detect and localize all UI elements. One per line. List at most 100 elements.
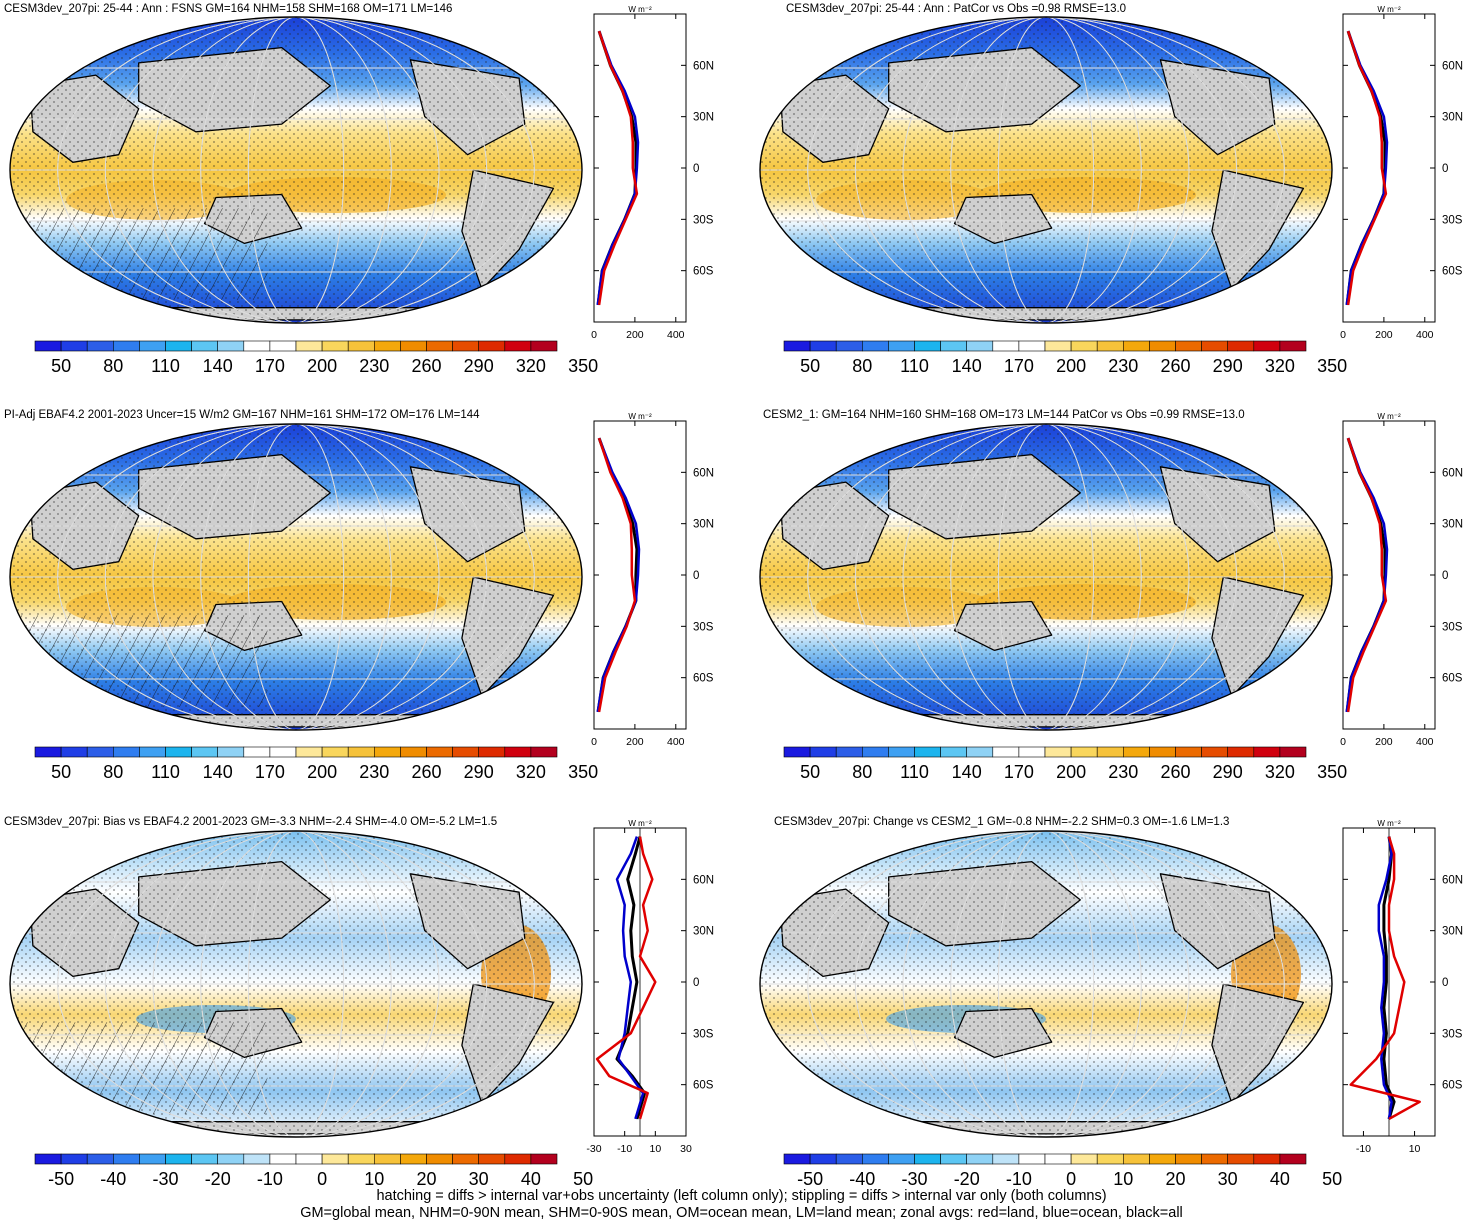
lat-label: 60S — [1442, 1080, 1463, 1092]
colorbar-label: 50 — [51, 356, 71, 376]
x-tick-label: 200 — [1375, 329, 1393, 341]
colorbar-1: 50 80 110 140 170 200 230 260 290 320 350 — [34, 340, 598, 376]
meridian — [200, 424, 392, 730]
colorbar-label: 260 — [1160, 356, 1190, 376]
colorbar-box — [34, 340, 62, 352]
colorbar-box — [1096, 746, 1124, 758]
zonal-panel-2: W m⁻² 60N 30N 0 30S 60S 0 200 400 — [1340, 5, 1463, 341]
zonal-line-land — [1346, 30, 1388, 306]
colorbar-box — [165, 746, 192, 758]
panel-title-6: CESM3dev_207pi: Change vs CESM2_1 GM=-0.… — [774, 816, 1230, 828]
panel-title-4: CESM2_1: GM=164 NHM=160 SHM=168 OM=173 L… — [763, 409, 1245, 421]
map-1 — [10, 17, 582, 323]
colorbar-label: 170 — [1004, 356, 1034, 376]
lat-label: 60N — [1442, 60, 1463, 72]
colorbar-box — [861, 1153, 889, 1165]
colorbar-box — [452, 1153, 480, 1165]
zonal-line-land — [597, 30, 639, 306]
meridian — [950, 424, 1142, 730]
colorbar-box — [914, 746, 941, 758]
colorbar-box — [1096, 340, 1124, 352]
lat-label: 0 — [1442, 163, 1448, 175]
colorbar-box — [373, 1153, 401, 1165]
colorbar-box — [34, 746, 62, 758]
lat-label: 60N — [693, 60, 714, 72]
colorbar-box — [86, 1153, 114, 1165]
zonal-units: W m⁻² — [628, 819, 652, 828]
colorbar-label: -40 — [100, 1169, 126, 1189]
colorbar-box — [992, 746, 1020, 758]
colorbar-box — [940, 746, 967, 758]
colorbar-box — [914, 340, 941, 352]
colorbar-box — [478, 340, 506, 352]
colorbar-box — [295, 340, 323, 352]
footer-line-2: GM=global mean, NHM=0-90N mean, SHM=0-90… — [300, 1205, 1183, 1221]
map-4 — [760, 424, 1332, 730]
colorbar-label: 320 — [516, 762, 546, 782]
colorbar-box — [809, 340, 837, 352]
colorbar-box — [113, 746, 140, 758]
colorbar-label: 350 — [1317, 762, 1347, 782]
colorbar-box — [1044, 340, 1072, 352]
colorbar-box — [217, 746, 245, 758]
zonal-units: W m⁻² — [628, 5, 652, 14]
colorbar-label: 0 — [317, 1169, 327, 1189]
colorbar-box — [1201, 340, 1228, 352]
zonal-line-ocean — [1345, 437, 1389, 713]
colorbar-box — [1227, 746, 1255, 758]
meridian — [200, 17, 392, 323]
panel-title-2: CESM3dev_207pi: 25-44 : Ann : PatCor vs … — [786, 3, 1127, 15]
x-tick-label: 0 — [591, 736, 597, 748]
zonal-panel-6: W m⁻² 60N 30N 0 30S 60S -10 10 — [1342, 819, 1463, 1155]
meridian — [200, 831, 392, 1137]
map-border — [9, 830, 583, 1138]
colorbar-box — [347, 340, 375, 352]
colorbar-label: 110 — [151, 762, 180, 782]
colorbar-label: 230 — [1108, 356, 1138, 376]
colorbar-box — [1201, 746, 1228, 758]
colorbar-box — [1044, 1153, 1072, 1165]
lat-label: 30N — [1442, 926, 1463, 938]
colorbar-box — [34, 1153, 62, 1165]
colorbar-label: 170 — [255, 356, 285, 376]
zonal-line-ocean — [1377, 836, 1393, 1120]
lat-label: 60N — [693, 467, 714, 479]
zonal-line-ocean — [1345, 30, 1389, 306]
lat-label: 30S — [1442, 1028, 1463, 1040]
colorbar-box — [452, 746, 480, 758]
meridian — [854, 17, 1238, 323]
lat-label: 0 — [693, 570, 699, 582]
colorbar-box — [86, 340, 114, 352]
colorbar-label: 260 — [411, 762, 441, 782]
lat-label: 60S — [1442, 673, 1463, 685]
colorbar-label: 10 — [364, 1169, 384, 1189]
colorbar-label: 80 — [103, 762, 123, 782]
panel-4: 50 80 110 140 170 200 230 260 290 320 350 W m⁻² 60N 3… — [759, 412, 1463, 782]
colorbar-box — [1279, 340, 1307, 352]
colorbar-box — [1253, 340, 1281, 352]
colorbar-label: 30 — [1218, 1169, 1238, 1189]
lat-label: 30S — [693, 621, 714, 633]
map-border — [9, 423, 583, 731]
colorbar-label: -20 — [205, 1169, 231, 1189]
colorbar-label: 20 — [1165, 1169, 1185, 1189]
colorbar-box — [452, 340, 480, 352]
colorbar-box — [966, 1153, 994, 1165]
colorbar-box — [60, 746, 88, 758]
colorbar-box — [888, 746, 915, 758]
colorbar-box — [1149, 1153, 1176, 1165]
colorbar-box — [530, 746, 558, 758]
colorbar-box — [60, 340, 88, 352]
colorbar-box — [217, 340, 245, 352]
lat-label: 30N — [693, 519, 714, 531]
colorbar-box — [1175, 746, 1202, 758]
colorbar-label: 320 — [516, 356, 546, 376]
colorbar-box — [504, 340, 532, 352]
meridian — [104, 424, 488, 730]
panel-title-1: CESM3dev_207pi: 25-44 : Ann : FSNS GM=16… — [4, 3, 453, 15]
meridian — [997, 424, 1095, 730]
colorbar-box — [478, 1153, 506, 1165]
map-border — [759, 423, 1333, 731]
zonal-line-ocean — [596, 437, 641, 713]
